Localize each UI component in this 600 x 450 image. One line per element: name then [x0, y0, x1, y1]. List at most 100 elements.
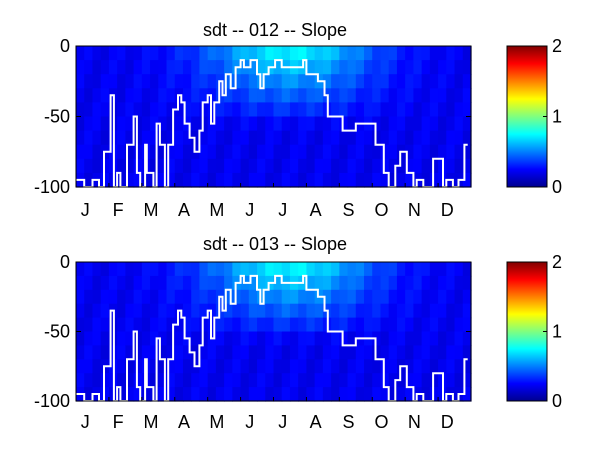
heatmap-cell	[413, 130, 423, 146]
heatmap-cell	[380, 387, 390, 402]
heatmap-cell	[232, 387, 242, 402]
heatmap-cell	[182, 359, 192, 374]
heatmap-cell	[429, 317, 439, 333]
heatmap-cell	[289, 387, 299, 402]
heatmap-cell	[364, 345, 373, 360]
heatmap-cell	[133, 303, 143, 319]
heatmap-cell	[117, 387, 126, 402]
heatmap-cell	[446, 345, 456, 360]
heatmap-cell	[257, 373, 266, 388]
heatmap-cell	[413, 303, 423, 319]
heatmap-cell	[462, 130, 472, 146]
heatmap-cell	[117, 373, 126, 388]
heatmap-cell	[446, 317, 456, 333]
heatmap-cell	[100, 130, 110, 146]
heatmap-cell	[331, 102, 340, 118]
heatmap-cell	[421, 289, 431, 305]
heatmap-cell	[462, 373, 472, 388]
heatmap-cell	[240, 158, 250, 174]
heatmap-cell	[174, 116, 184, 132]
heatmap-cell	[248, 317, 258, 333]
heatmap-cell	[429, 172, 439, 188]
heatmap-cell	[257, 102, 266, 118]
heatmap-cell	[240, 74, 250, 89]
heatmap-cell	[454, 303, 464, 319]
heatmap-cell	[133, 359, 143, 374]
heatmap-cell	[380, 116, 390, 132]
heatmap-cell	[191, 116, 201, 132]
heatmap-cell	[421, 373, 431, 388]
heatmap-cell	[117, 303, 126, 319]
heatmap-cell	[364, 373, 373, 388]
heatmap-cell	[199, 345, 209, 360]
heatmap-cell	[215, 317, 225, 333]
heatmap-cell	[84, 345, 94, 360]
heatmap-cell	[405, 387, 414, 402]
heatmap-cell	[84, 387, 94, 402]
heatmap-cell	[364, 102, 373, 118]
heatmap-cell	[133, 373, 143, 388]
heatmap-cell	[232, 130, 242, 146]
heatmap-cell	[306, 289, 316, 305]
heatmap-cell	[232, 331, 242, 346]
heatmap-cell	[84, 46, 94, 61]
heatmap-cell	[248, 88, 258, 103]
heatmap-cell	[92, 88, 102, 103]
heatmap-cell	[182, 289, 192, 305]
heatmap-cell	[125, 60, 135, 75]
heatmap-cell	[331, 359, 340, 374]
heatmap-cell	[182, 74, 192, 89]
heatmap-cell	[158, 331, 168, 346]
heatmap-cell	[117, 102, 126, 118]
heatmap-cell	[100, 345, 110, 360]
heatmap-cell	[166, 387, 176, 402]
heatmap-cell	[76, 373, 85, 388]
heatmap-cell	[405, 317, 414, 333]
heatmap-cell	[355, 275, 365, 291]
heatmap-cell	[158, 289, 168, 305]
heatmap-cell	[446, 158, 456, 174]
heatmap-cell	[224, 387, 233, 402]
heatmap-cell	[372, 172, 382, 188]
heatmap-cell	[281, 262, 291, 277]
heatmap-cell	[372, 359, 382, 374]
heatmap-cell	[232, 74, 242, 89]
heatmap-cell	[347, 289, 357, 305]
heatmap-cell	[207, 317, 217, 333]
colorbar-tick-label: 2	[552, 36, 562, 56]
heatmap-cell	[289, 373, 299, 388]
x-tick-label: J	[278, 412, 287, 432]
heatmap-cell	[199, 172, 209, 188]
heatmap-cell	[380, 275, 390, 291]
heatmap-cell	[100, 60, 110, 75]
heatmap-cell	[454, 289, 464, 305]
heatmap-cell	[174, 74, 184, 89]
heatmap-cell	[429, 359, 439, 374]
heatmap-cell	[141, 60, 151, 75]
heatmap-cell	[462, 46, 472, 61]
heatmap-cell	[92, 60, 102, 75]
heatmap-cell	[405, 289, 414, 305]
heatmap-cell	[215, 46, 225, 61]
heatmap-cell	[125, 102, 135, 118]
heatmap-cell	[462, 116, 472, 132]
heatmap-cell	[289, 331, 299, 346]
heatmap-cell	[339, 46, 349, 61]
heatmap-cell	[158, 303, 168, 319]
heatmap-cell	[322, 275, 332, 291]
heatmap-cell	[182, 46, 192, 61]
heatmap-cell	[454, 60, 464, 75]
heatmap-cell	[413, 60, 423, 75]
heatmap-cell	[438, 359, 447, 374]
heatmap-cell	[84, 317, 94, 333]
colorbar-ticks-2: 0 1 2	[543, 252, 562, 411]
heatmap-cell	[92, 275, 102, 291]
heatmap-cell	[117, 88, 126, 103]
heatmap-cell	[215, 158, 225, 174]
heatmap-cell	[248, 102, 258, 118]
x-tick-label: J	[245, 412, 254, 432]
heatmap-cell	[331, 60, 340, 75]
heatmap-cell	[413, 289, 423, 305]
heatmap-cell	[372, 289, 382, 305]
